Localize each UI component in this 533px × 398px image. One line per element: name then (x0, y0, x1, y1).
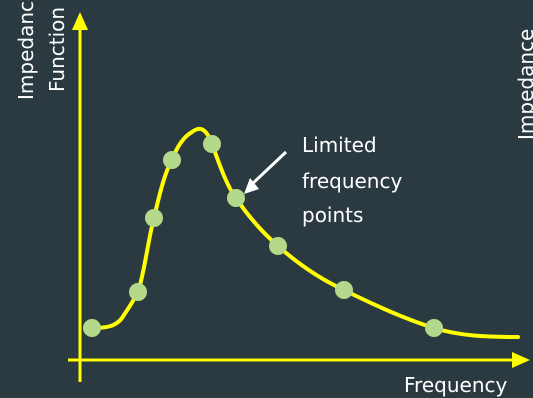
frequency-point (425, 319, 443, 337)
annotation-arrowhead (244, 178, 259, 194)
frequency-point (227, 189, 245, 207)
annotation-line-2: frequency (302, 169, 402, 193)
right-edge-label: Impedance (514, 29, 533, 140)
frequency-point (335, 281, 353, 299)
frequency-point (269, 237, 287, 255)
x-axis-label: Frequency (404, 373, 507, 397)
frequency-point (145, 209, 163, 227)
frequency-point (203, 135, 221, 153)
impedance-curve (90, 126, 520, 339)
x-axis-arrowhead (512, 352, 530, 368)
annotation-arrow-line (248, 150, 288, 188)
frequency-point (129, 283, 147, 301)
annotation-line-1: Limited (302, 133, 377, 157)
frequency-point (163, 151, 181, 169)
y-axis-label-line-1: Impedance (14, 0, 38, 100)
frequency-point (83, 319, 101, 337)
y-axis-label-line-2: Function (45, 7, 69, 92)
y-axis-arrowhead (72, 12, 88, 30)
annotation-line-3: points (302, 203, 363, 227)
